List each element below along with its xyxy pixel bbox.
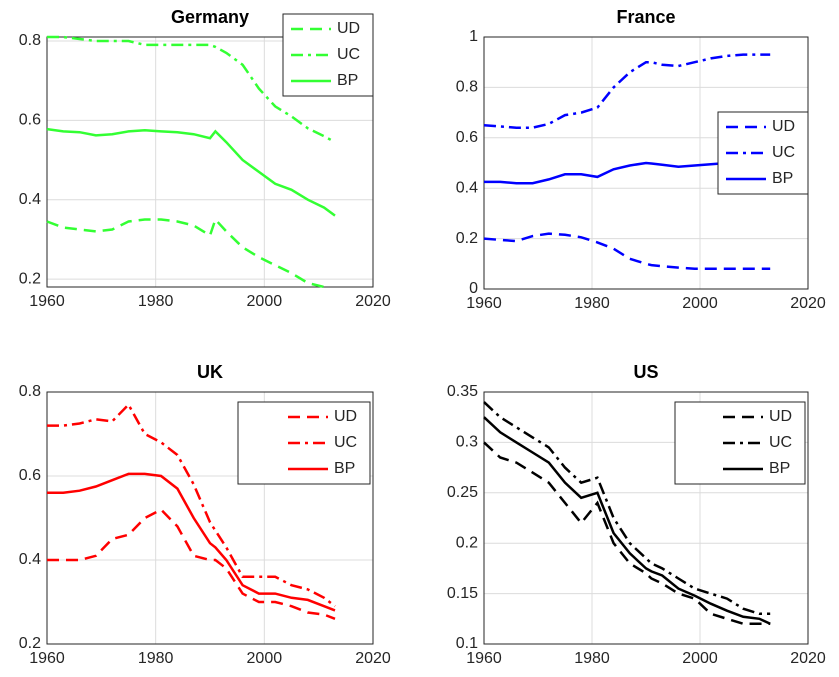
- data-line: [47, 35, 336, 144]
- legend-label: UD: [334, 408, 357, 425]
- y-tick-label: 0.2: [456, 534, 478, 551]
- x-tick-label: 1980: [138, 293, 174, 310]
- y-tick-label: 0.6: [456, 129, 478, 146]
- legend-label: BP: [772, 170, 793, 187]
- x-tick-label: 1960: [466, 295, 502, 312]
- legend-label: UC: [337, 46, 360, 63]
- chart-title: UK: [197, 362, 223, 382]
- y-tick-label: 0.2: [19, 270, 41, 287]
- legend-label: UD: [337, 20, 360, 37]
- y-tick-label: 0.4: [19, 551, 41, 568]
- y-tick-label: 0.35: [447, 383, 478, 400]
- legend-label: BP: [334, 460, 355, 477]
- x-tick-label: 2020: [355, 650, 391, 667]
- data-line: [47, 508, 336, 620]
- y-tick-label: 0.6: [19, 467, 41, 484]
- y-tick-label: 0.25: [447, 484, 478, 501]
- y-tick-label: 0.15: [447, 585, 478, 602]
- chart-title: France: [616, 7, 675, 27]
- x-tick-label: 1960: [29, 293, 65, 310]
- y-tick-label: 0.1: [456, 635, 478, 652]
- legend-box: [237, 401, 371, 485]
- axes-box: [46, 391, 374, 645]
- y-tick-label: 0.2: [456, 230, 478, 247]
- data-line: [483, 53, 771, 129]
- x-tick-label: 2000: [682, 650, 718, 667]
- x-tick-label: 2020: [790, 295, 826, 312]
- legend-label: UC: [772, 144, 795, 161]
- legend-label: UC: [334, 434, 357, 451]
- x-tick-label: 1960: [466, 650, 502, 667]
- chart-title: US: [633, 362, 658, 382]
- chart-title: Germany: [171, 7, 249, 27]
- data-line: [46, 127, 336, 217]
- data-line: [483, 232, 771, 271]
- axes-box: [483, 391, 809, 645]
- x-tick-label: 2020: [790, 650, 826, 667]
- x-tick-label: 1980: [574, 295, 610, 312]
- legend-label: UC: [769, 434, 792, 451]
- data-line: [483, 441, 771, 626]
- y-tick-label: 0.4: [19, 191, 41, 208]
- y-tick-label: 0.8: [456, 79, 478, 96]
- y-tick-label: 0.3: [456, 434, 478, 451]
- y-tick-label: 0.8: [19, 32, 41, 49]
- y-tick-label: 0.6: [19, 112, 41, 129]
- y-tick-label: 0: [469, 280, 478, 297]
- x-tick-label: 2000: [247, 293, 283, 310]
- x-tick-label: 1980: [574, 650, 610, 667]
- x-tick-label: 2000: [247, 650, 283, 667]
- data-line: [483, 416, 771, 625]
- legend-label: UD: [769, 408, 792, 425]
- axes-box: [46, 36, 374, 288]
- data-line: [47, 472, 336, 612]
- data-line: [483, 401, 771, 616]
- y-tick-label: 0.2: [19, 635, 41, 652]
- legend-label: BP: [769, 460, 790, 477]
- y-tick-label: 0.4: [456, 179, 478, 196]
- x-tick-label: 2000: [682, 295, 718, 312]
- legend-label: BP: [337, 72, 358, 89]
- data-line: [47, 402, 336, 608]
- x-tick-label: 1980: [138, 650, 174, 667]
- x-tick-label: 2020: [355, 293, 391, 310]
- y-tick-label: 1: [469, 28, 478, 45]
- y-tick-label: 0.8: [19, 383, 41, 400]
- x-tick-label: 1960: [29, 650, 65, 667]
- legend-label: UD: [772, 118, 795, 135]
